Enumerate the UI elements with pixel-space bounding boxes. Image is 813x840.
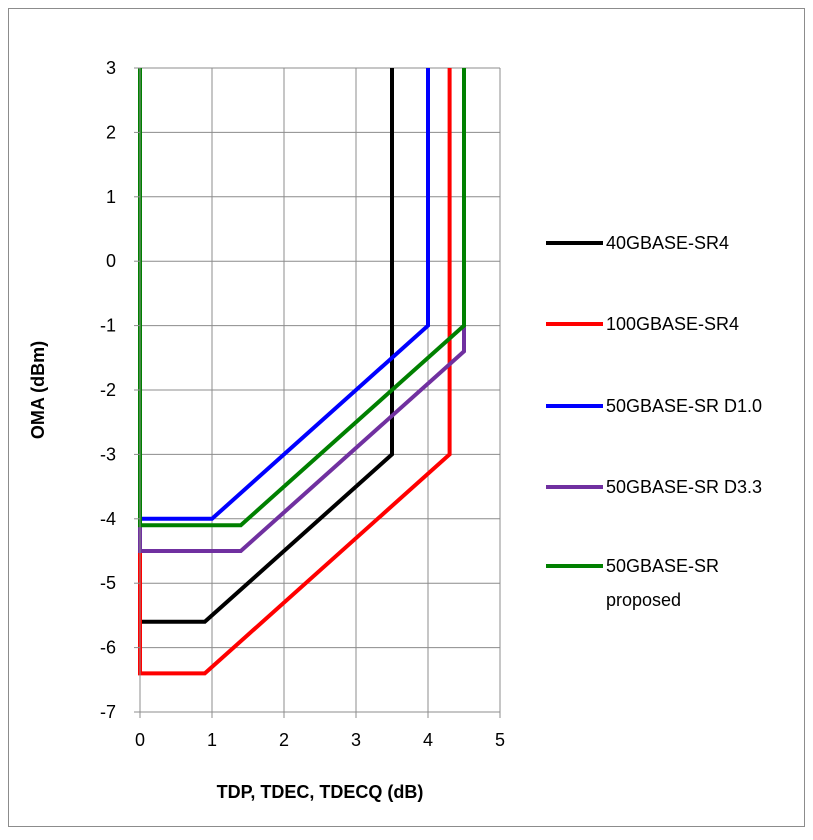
legend-label-3: 50GBASE-SR D1.0 [606,396,762,416]
y-tick-label: 2 [106,122,116,142]
legend-label-1: 40GBASE-SR4 [606,233,729,253]
y-tick-label: -2 [100,380,116,400]
x-tick-label: 4 [423,730,433,750]
y-tick-label: 3 [106,58,116,78]
axes: 0 1 2 3 4 5 3 2 1 0 -1 -2 -3 -4 -5 -6 -7 [100,58,505,750]
y-tick-label: -3 [100,444,116,464]
y-tick-label: -6 [100,638,116,658]
y-tick-label: -1 [100,316,116,336]
y-tick-label: 0 [106,251,116,271]
x-axis-title: TDP, TDEC, TDECQ (dB) [217,782,424,802]
legend: 40GBASE-SR4 100GBASE-SR4 50GBASE-SR D1.0 50… [546,233,762,610]
y-tick-label: -4 [100,509,116,529]
y-tick-label: 1 [106,187,116,207]
y-tick-label: -7 [100,702,116,722]
x-tick-label: 3 [351,730,361,750]
chart-border [8,8,805,827]
x-tick-label: 5 [495,730,505,750]
x-tick-label: 1 [207,730,217,750]
legend-label-5: 50GBASE-SR [606,556,719,576]
x-tick-label: 2 [279,730,289,750]
legend-label-2: 100GBASE-SR4 [606,314,739,334]
x-tick-label: 0 [135,730,145,750]
y-axis-title: OMA (dBm) [28,341,48,439]
legend-label-4: 50GBASE-SR D3.3 [606,477,762,497]
y-tick-label: -5 [100,573,116,593]
legend-label-5: proposed [606,590,681,610]
